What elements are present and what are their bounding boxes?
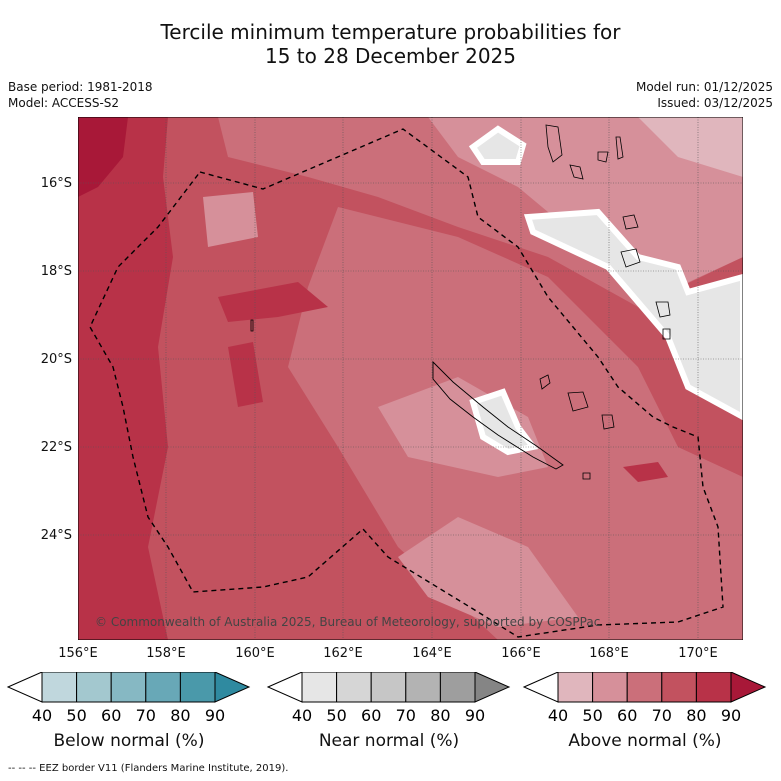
- colorbar-tick-label: 60: [101, 706, 121, 725]
- lon-label-162e: 162°E: [323, 646, 363, 661]
- high-prob-patch-1: [218, 282, 328, 322]
- low-prob-region-south: [398, 517, 578, 627]
- colorbar-near-normal: 40 50 60 70 80 90: [266, 672, 511, 725]
- colorbar-tick-label: 40: [32, 706, 52, 725]
- colorbar-segment: [661, 672, 697, 703]
- island-ouvea: [539, 374, 551, 390]
- colorbar-tick-label: 90: [205, 706, 225, 725]
- colorbar-tick-label: 90: [465, 706, 485, 725]
- very-high-prob-region: [78, 117, 128, 197]
- title-line-1: Tercile minimum temperature probabilitie…: [160, 20, 621, 44]
- colorbar-segment: [405, 672, 441, 703]
- probability-map: © Commonwealth of Australia 2025, Bureau…: [78, 117, 743, 640]
- low-prob-patch-west: [203, 192, 258, 247]
- model-name: Model: ACCESS-S2: [8, 96, 120, 110]
- colorbar-overflow-triangle: [730, 672, 767, 703]
- lat-label-18s: 18°S: [40, 264, 72, 279]
- colorbar-segment: [557, 672, 594, 703]
- high-prob-region-west: [78, 117, 173, 640]
- colorbar-tick-label: 60: [361, 706, 381, 725]
- lowest-prob-region-ne: [638, 117, 743, 177]
- colorbar-tick-label: 80: [430, 706, 450, 725]
- lon-label-156e: 156°E: [58, 646, 98, 661]
- island-efate: [622, 214, 639, 230]
- colorbar-label-below: Below normal (%): [53, 731, 205, 751]
- colorbar-overflow-triangle: [474, 672, 511, 703]
- colorbar-segment: [370, 672, 407, 703]
- colorbar-above-normal: 40 50 60 70 80 90: [522, 672, 767, 725]
- colorbar-segment: [301, 672, 338, 703]
- base-period: Base period: 1981-2018: [8, 80, 153, 94]
- map-panel: © Commonwealth of Australia 2025, Bureau…: [78, 117, 743, 640]
- lon-label-158e: 158°E: [146, 646, 186, 661]
- lon-label-164e: 164°E: [412, 646, 452, 661]
- island-espiritu-santo: [545, 124, 563, 163]
- lat-label-24s: 24°S: [40, 528, 72, 543]
- lat-label-16s: 16°S: [40, 176, 72, 191]
- colorbar-tick-label: 70: [136, 706, 156, 725]
- island-aneityum: [662, 328, 671, 340]
- lon-label-170e: 170°E: [678, 646, 718, 661]
- colorbar-segment: [592, 672, 628, 703]
- island-tanna: [655, 301, 671, 318]
- island-pentecost: [615, 136, 624, 160]
- lon-label-160e: 160°E: [235, 646, 275, 661]
- colorbar-below-normal: 40 50 60 70 80 90: [6, 672, 251, 725]
- colorbar-segment: [110, 672, 147, 703]
- near-normal-patch-2: [523, 208, 743, 421]
- colorbar-tick-label: 50: [326, 706, 346, 725]
- lon-label-168e: 168°E: [589, 646, 629, 661]
- colorbar-tick-label: 50: [582, 706, 602, 725]
- colorbar-segment: [145, 672, 181, 703]
- colorbar-segment: [439, 672, 476, 703]
- colorbar-segment: [626, 672, 663, 703]
- colorbar-tick-label: 40: [548, 706, 568, 725]
- lon-label-166e: 166°E: [501, 646, 541, 661]
- eez-border: [89, 128, 724, 638]
- colorbar-segment: [76, 672, 112, 703]
- island-lifou: [567, 391, 589, 412]
- eez-footnote: -- -- -- EEZ border V11 (Flanders Marine…: [8, 763, 289, 774]
- colorbar-label-near: Near normal (%): [318, 731, 460, 751]
- colorbar-tick-label: 70: [652, 706, 672, 725]
- colorbar-tick-label: 80: [170, 706, 190, 725]
- colorbar-segment: [41, 672, 78, 703]
- island-chesterfield: [250, 319, 254, 332]
- graticule: [78, 117, 743, 640]
- colorbar-legend: 40 50 60 70 80 90 40 50 60 70 80 90 40 50 60 70 80 90: [6, 672, 767, 725]
- lat-label-22s: 22°S: [40, 440, 72, 455]
- colorbar-tick-label: 80: [686, 706, 706, 725]
- colorbar-segment: [336, 672, 372, 703]
- colorbar-overflow-triangle: [214, 672, 251, 703]
- lat-label-20s: 20°S: [40, 352, 72, 367]
- high-prob-patch-3: [623, 462, 668, 482]
- colorbar-tick-label: 40: [292, 706, 312, 725]
- new-caledonia-coastline: [432, 360, 564, 470]
- island-pines: [582, 472, 591, 480]
- colorbar-tick-label: 50: [66, 706, 86, 725]
- high-prob-patch-2: [228, 342, 263, 407]
- copyright-text: © Commonwealth of Australia 2025, Bureau…: [95, 615, 600, 629]
- colorbar-segment: [695, 672, 732, 703]
- title-line-2: 15 to 28 December 2025: [264, 44, 516, 68]
- colorbar-segment: [179, 672, 216, 703]
- colorbar-label-above: Above normal (%): [568, 731, 722, 751]
- colorbar-tick-label: 60: [617, 706, 637, 725]
- colorbar-underflow-triangle: [6, 672, 43, 703]
- island-malekula: [569, 164, 584, 180]
- island-mare: [601, 414, 615, 430]
- colorbar-underflow-triangle: [522, 672, 559, 703]
- colorbar-underflow-triangle: [266, 672, 303, 703]
- colorbar-tick-label: 90: [721, 706, 741, 725]
- near-normal-patch-1: [468, 125, 527, 165]
- island-erromango: [620, 248, 641, 268]
- issued-date: Issued: 03/12/2025: [657, 96, 773, 110]
- model-run: Model run: 01/12/2025: [635, 80, 773, 94]
- colorbar-tick-label: 70: [396, 706, 416, 725]
- island-ambrym: [597, 151, 609, 163]
